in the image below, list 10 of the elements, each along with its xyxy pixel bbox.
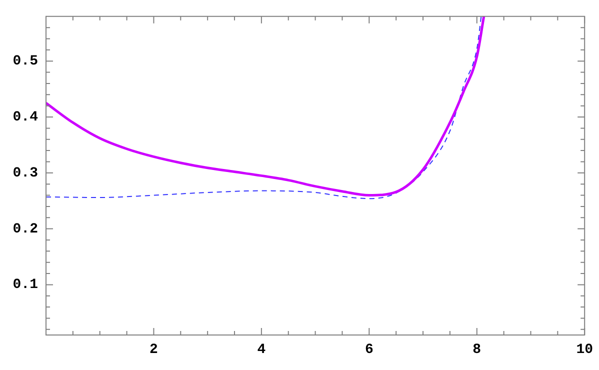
y-tick-label: 0.3 [12,165,38,182]
x-tick-label: 8 [472,342,482,358]
x-tick-label: 2 [150,342,158,358]
x-tick-label: 4 [257,342,266,358]
y-tick-label: 0.1 [12,277,38,294]
y-tick-label: 0.5 [12,54,38,70]
y-tick-label: 0.2 [12,221,38,238]
x-tick-label: 10 [576,342,594,358]
y-tick-label: 0.4 [12,110,38,126]
x-tick-label: 6 [364,342,374,358]
